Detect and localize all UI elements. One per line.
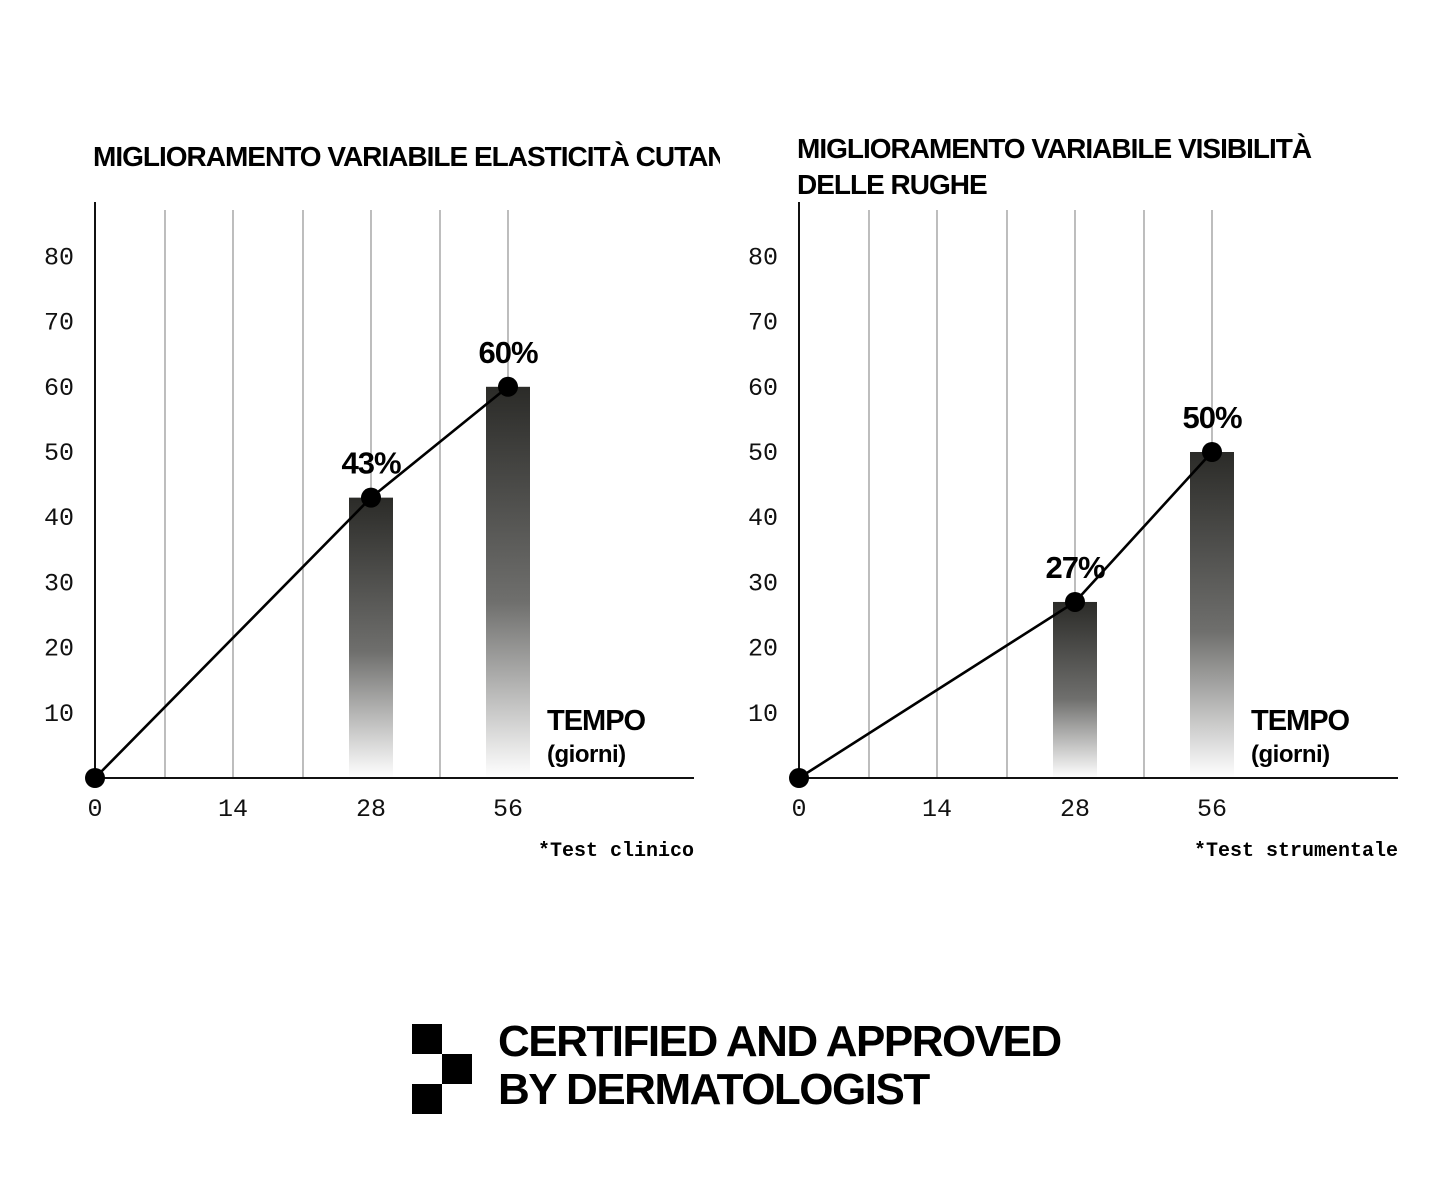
- y-tick-label: 30: [44, 569, 74, 598]
- y-tick-label: 40: [44, 504, 74, 533]
- data-point-day-56: [498, 376, 518, 397]
- chart-elasticita: MIGLIORAMENTO VARIABILE ELASTICITÀ CUTAN…: [0, 0, 720, 900]
- bar-day-28: [349, 497, 393, 778]
- y-tick-label: 20: [44, 635, 74, 664]
- certification-line-2: BY DERMATOLOGIST: [498, 1065, 930, 1114]
- data-point-day-28: [1065, 591, 1085, 612]
- y-tick-label: 80: [748, 243, 778, 272]
- y-tick-label: 60: [44, 374, 74, 403]
- data-label-day-28: 43%: [341, 446, 400, 481]
- bar-day-56: [1190, 452, 1234, 778]
- x-axis-title: TEMPO: [1251, 705, 1350, 737]
- y-tick-label: 20: [748, 635, 778, 664]
- y-tick-label: 80: [44, 243, 74, 272]
- chart-title-line: MIGLIORAMENTO VARIABILE ELASTICITÀ CUTAN: [93, 141, 720, 172]
- chart-title-line: DELLE RUGHE: [797, 169, 987, 200]
- x-tick-label: 56: [493, 795, 523, 824]
- x-axis-title: TEMPO: [547, 705, 646, 737]
- x-tick-label: 28: [356, 795, 386, 824]
- chart-footnote: *Test clinico: [538, 840, 694, 863]
- chart-rughe: MIGLIORAMENTO VARIABILE VISIBILITÀ DELLE …: [704, 0, 1424, 900]
- data-point-day-56: [1202, 442, 1222, 462]
- trend-line: [798, 451, 1213, 780]
- data-point-day-28: [361, 487, 381, 508]
- data-label-day-28: 27%: [1045, 550, 1104, 585]
- x-tick-label: 0: [87, 795, 102, 824]
- chart-title-line: MIGLIORAMENTO VARIABILE VISIBILITÀ: [797, 133, 1312, 164]
- chart-rughe-svg: MIGLIORAMENTO VARIABILE VISIBILITÀ DELLE …: [748, 133, 1398, 863]
- checker-logo-icon: [412, 1024, 474, 1114]
- y-tick-label: 10: [44, 700, 74, 729]
- x-tick-label: 28: [1060, 795, 1090, 824]
- bar-day-28: [1053, 601, 1097, 778]
- chart-elasticita-svg: MIGLIORAMENTO VARIABILE ELASTICITÀ CUTAN…: [44, 141, 720, 863]
- x-tick-label: 14: [922, 795, 952, 824]
- trend-line: [94, 385, 509, 779]
- y-tick-label: 70: [748, 309, 778, 338]
- y-tick-label: 10: [748, 700, 778, 729]
- chart-footnote: *Test strumentale: [1194, 840, 1398, 863]
- certification-badge: CERTIFIED AND APPROVED BY DERMATOLOGIST: [412, 1018, 1092, 1118]
- x-tick-label: 14: [218, 795, 248, 824]
- y-tick-label: 70: [44, 309, 74, 338]
- bar-day-56: [486, 386, 530, 778]
- certification-line-1: CERTIFIED AND APPROVED: [498, 1017, 1062, 1066]
- y-tick-label: 50: [748, 439, 778, 468]
- certification-text: CERTIFIED AND APPROVED BY DERMATOLOGIST: [498, 1017, 1062, 1114]
- data-point-day-0: [789, 768, 809, 788]
- x-tick-label: 56: [1197, 795, 1227, 824]
- y-tick-label: 60: [748, 374, 778, 403]
- y-tick-label: 50: [44, 439, 74, 468]
- data-point-day-0: [85, 768, 105, 788]
- x-axis-subtitle: (giorni): [1251, 741, 1330, 768]
- y-tick-label: 40: [748, 504, 778, 533]
- data-label-day-56: 50%: [1182, 400, 1241, 435]
- y-tick-label: 30: [748, 569, 778, 598]
- x-axis-subtitle: (giorni): [547, 741, 626, 768]
- data-label-day-56: 60%: [478, 335, 537, 370]
- x-tick-label: 0: [791, 795, 806, 824]
